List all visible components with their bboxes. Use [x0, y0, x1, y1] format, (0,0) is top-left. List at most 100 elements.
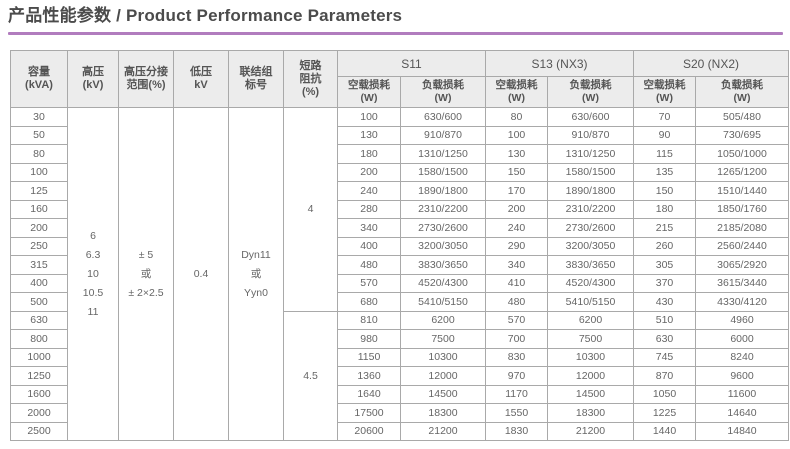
col-header-lv: 低压 kV [173, 50, 229, 108]
header-line: 范围(%) [126, 79, 166, 91]
s11-load-cell: 1310/1250 [400, 144, 486, 164]
s13-no-load-cell: 290 [485, 236, 548, 256]
s20-load-cell: 14640 [695, 403, 789, 423]
header-line: (kV) [82, 79, 104, 91]
group-header-s20: S20 (NX2) [633, 50, 789, 77]
capacity-cell: 630 [10, 310, 68, 330]
header-row-loss: 空载损耗 (W) 负载损耗 (W) 空载损耗 (W) 负载损耗 (W) 空载损耗 (W) 负载损耗(… [11, 76, 789, 108]
vector-group-cell: Dyn11 或 Yyn0 [228, 107, 284, 441]
tap-range-cell-line: ± 2×2.5 [128, 286, 164, 299]
vector-group-cell-line: 或 [250, 267, 262, 280]
header-line: 联结组 [239, 66, 273, 78]
s13-load-cell: 2310/2200 [547, 199, 634, 219]
s20-no-load-cell: 1050 [633, 384, 696, 404]
lv-cell: 0.4 [173, 107, 229, 441]
s13-no-load-cell: 80 [485, 107, 548, 127]
s20-load-loss-header: 负载损耗 (W) [695, 76, 789, 108]
capacity-cell: 100 [10, 162, 68, 182]
s13-no-load-cell: 340 [485, 255, 548, 275]
s20-no-load-cell: 90 [633, 125, 696, 145]
capacity-cell: 400 [10, 273, 68, 293]
s20-load-cell: 2185/2080 [695, 218, 789, 238]
s13-no-load-cell: 150 [485, 162, 548, 182]
s11-no-load-cell: 980 [337, 329, 401, 349]
vector-group-cell-line: Yyn0 [244, 286, 268, 299]
capacity-cell: 30 [10, 107, 68, 127]
hv-cell-line: 6.3 [85, 248, 101, 261]
s13-load-cell: 1890/1800 [547, 181, 634, 201]
s13-no-load-loss-header: 空载损耗 (W) [485, 76, 548, 108]
s13-load-cell: 1580/1500 [547, 162, 634, 182]
header-line: (W) [360, 92, 378, 104]
table-row: 500 680 5410/5150 480 5410/5150 430 4330/4120 [10, 292, 789, 312]
s13-load-cell: 4520/4300 [547, 273, 634, 293]
s13-load-cell: 5410/5150 [547, 292, 634, 312]
s11-load-loss-header: 负载损耗 (W) [400, 76, 486, 108]
s20-no-load-cell: 1440 [633, 421, 696, 441]
table-row: 250 400 3200/3050 290 3200/3050 260 2560/2440 [10, 236, 789, 256]
s13-no-load-cell: 100 [485, 125, 548, 145]
s11-no-load-cell: 240 [337, 181, 401, 201]
s13-load-cell: 21200 [547, 421, 634, 441]
tap-range-cell-line: 或 [140, 267, 152, 280]
s13-no-load-cell: 130 [485, 144, 548, 164]
s20-no-load-cell: 370 [633, 273, 696, 293]
s11-no-load-cell: 680 [337, 292, 401, 312]
s20-no-load-cell: 870 [633, 366, 696, 386]
s11-no-load-cell: 340 [337, 218, 401, 238]
s11-load-cell: 10300 [400, 347, 486, 367]
s20-load-cell: 14840 [695, 421, 789, 441]
s11-load-cell: 6200 [400, 310, 486, 330]
s20-load-cell: 730/695 [695, 125, 789, 145]
col-header-vector-group: 联结组 标号 [228, 50, 284, 108]
s13-no-load-cell: 1170 [485, 384, 548, 404]
s11-load-cell: 630/600 [400, 107, 486, 127]
header-line: (W) [656, 92, 673, 104]
header-line: (%) [301, 85, 320, 98]
header-line: 标号 [245, 79, 267, 91]
s11-load-cell: 21200 [400, 421, 486, 441]
hv-cell-line: 10 [87, 267, 99, 280]
header-line: 短路 [299, 59, 322, 72]
page-title: 产品性能参数 / Product Performance Parameters [8, 5, 790, 27]
header-line: (W) [582, 92, 599, 104]
s11-load-cell: 3830/3650 [400, 255, 486, 275]
s11-no-load-cell: 570 [337, 273, 401, 293]
s20-load-cell: 505/480 [695, 107, 789, 127]
capacity-cell: 200 [10, 218, 68, 238]
s11-no-load-cell: 400 [337, 236, 401, 256]
s11-no-load-cell: 17500 [337, 403, 401, 423]
impedance-cell-upper: 4 [283, 107, 338, 312]
s20-load-cell: 1050/1000 [695, 144, 789, 164]
hv-cell-line: 11 [87, 305, 99, 318]
capacity-cell: 2000 [10, 403, 68, 423]
s20-load-cell: 3615/3440 [695, 273, 789, 293]
capacity-cell: 125 [10, 181, 68, 201]
s11-no-load-cell: 20600 [337, 421, 401, 441]
s11-no-load-cell: 180 [337, 144, 401, 164]
table-row: 400 570 4520/4300 410 4520/4300 370 3615/3440 [10, 273, 789, 293]
s20-load-cell: 1850/1760 [695, 199, 789, 219]
s20-load-cell: 11600 [695, 384, 789, 404]
header-line: 容量 [28, 66, 50, 78]
col-header-hv: 高压 (kV) [67, 50, 119, 108]
s20-load-cell: 9600 [695, 366, 789, 386]
s11-load-cell: 3200/3050 [400, 236, 486, 256]
capacity-cell: 800 [10, 329, 68, 349]
s20-load-cell: 3065/2920 [695, 255, 789, 275]
s11-no-load-cell: 130 [337, 125, 401, 145]
table-row: 30 6 6.3 10 10.5 11 ± 5 或 ± 2×2.5 0.4 Dyn11 或 Yyn0 4 1… [10, 107, 789, 441]
page-title-zh: 产品性能参数 [8, 6, 112, 25]
s13-load-cell: 6200 [547, 310, 634, 330]
s13-no-load-cell: 240 [485, 218, 548, 238]
s11-load-cell: 4520/4300 [400, 273, 486, 293]
hv-cell-line: 6 [90, 229, 96, 242]
s20-no-load-cell: 180 [633, 199, 696, 219]
performance-table: 容量 (kVA) 高压 (kV) 高压分接 范围(%) 低压 kV 联结组 标号 短路 阻抗 (%) S1… [10, 50, 789, 441]
s13-load-cell: 630/600 [547, 107, 634, 127]
table-body: 30 6 6.3 10 10.5 11 ± 5 或 ± 2×2.5 0.4 Dyn11 或 Yyn0 4 1… [10, 107, 789, 441]
s13-no-load-cell: 970 [485, 366, 548, 386]
table-header: 容量 (kVA) 高压 (kV) 高压分接 范围(%) 低压 kV 联结组 标号 短路 阻抗 (%) S1… [10, 50, 789, 108]
s11-load-cell: 7500 [400, 329, 486, 349]
